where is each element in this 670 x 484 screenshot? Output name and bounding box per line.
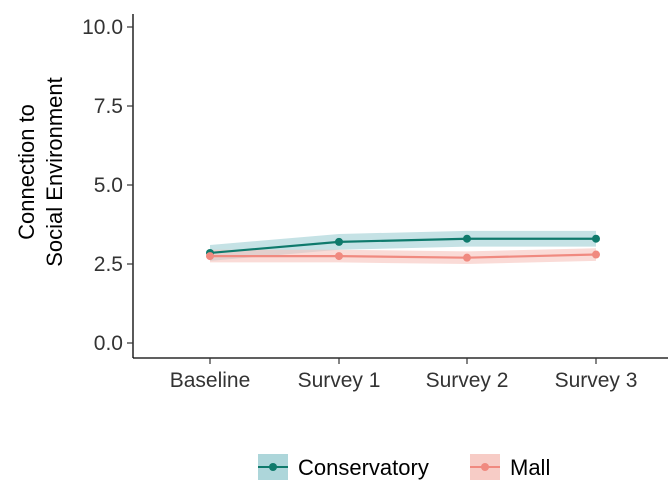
y-tick-label: 7.5 (94, 95, 123, 118)
data-point-mall (463, 253, 471, 262)
series-points (206, 234, 600, 262)
x-tick-label: Survey 3 (555, 369, 638, 392)
legend-label-conservatory: Conservatory (298, 455, 429, 480)
y-axis-title-line-1: Connection to (14, 104, 39, 240)
x-tick-label: Survey 1 (298, 369, 381, 392)
series-line-conservatory (209, 237, 596, 255)
legend-label-mall: Mall (510, 455, 550, 480)
x-tick-label: Baseline (170, 369, 251, 392)
data-point-mall (335, 252, 343, 261)
series-lines (209, 237, 597, 259)
y-tick-label: 0.0 (94, 332, 123, 355)
data-point-conservatory (335, 237, 343, 246)
data-point-mall (206, 252, 214, 261)
y-tick-label: 10.0 (82, 16, 123, 39)
legend-key-conservatory-point (269, 463, 277, 471)
data-point-conservatory (463, 234, 471, 243)
y-axis-title-line-2: Social Environment (42, 77, 67, 267)
x-tick-label: Survey 2 (426, 369, 509, 392)
data-point-conservatory (592, 234, 600, 243)
series-line-mall (210, 253, 597, 259)
y-tick-label: 2.5 (94, 253, 123, 276)
legend-key-mall-point (481, 463, 489, 471)
data-point-mall (592, 250, 600, 259)
y-axis-ticks: 0.0 2.5 5.0 7.5 10.0 (82, 16, 133, 355)
x-axis-ticks: Baseline Survey 1 Survey 2 Survey 3 (170, 358, 638, 392)
legend: Conservatory Mall (258, 454, 550, 480)
y-tick-label: 5.0 (94, 174, 123, 197)
